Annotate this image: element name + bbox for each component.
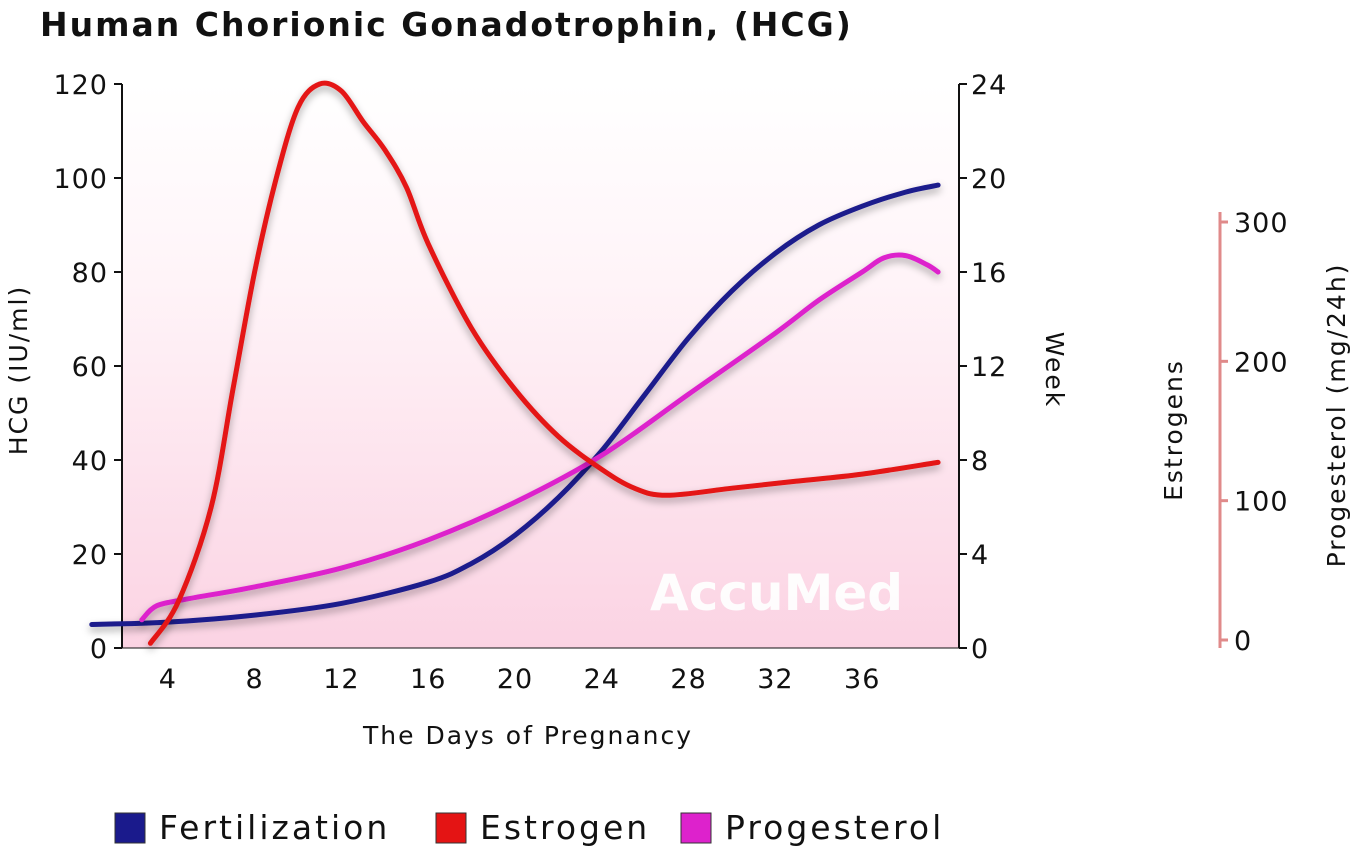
x-tick-label-8: 8 [246,664,264,695]
watermark-logo: AccuMed [650,564,903,622]
x-tick-label-16: 16 [410,664,446,695]
week-tick-label-12: 12 [971,352,1007,383]
legend-swatch-estrogen [435,812,467,844]
estrogen-tick-label-300: 300 [1234,208,1289,239]
y-axis-label: HCG (IU/ml) [4,285,33,455]
week-tick-label-20: 20 [971,164,1007,195]
x-tick-label-28: 28 [670,664,706,695]
estrogen-tick-label-0: 0 [1234,626,1252,657]
estrogen-tick-label-200: 200 [1234,347,1289,378]
y-tick-label-100: 100 [53,164,108,195]
series-line-progesterol [139,252,941,623]
legend-swatch-progesterol [680,812,712,844]
legend-label-progesterol: Progesterol [725,808,944,847]
y-tick-label-60: 60 [72,352,108,383]
week-tick-label-4: 4 [971,540,989,571]
tick-labels: 0 20 40 60 80 100 120 0 4 8 12 16 20 24 0 100 200 300 4 8 12… [53,70,1289,695]
x-tick-label-32: 32 [757,664,793,695]
estrogens-axis-label: Estrogens [1159,359,1188,501]
legend-label-estrogen: Estrogen [480,808,650,847]
series-line-estrogen [147,80,941,646]
series-lines [89,80,941,646]
y-tick-label-20: 20 [72,540,108,571]
x-tick-label-4: 4 [159,664,177,695]
chart-title: Human Chorionic Gonadotrophin, (HCG) [40,5,853,44]
week-tick-label-8: 8 [971,446,989,477]
x-tick-label-24: 24 [584,664,620,695]
x-tick-label-12: 12 [323,664,359,695]
y-tick-label-40: 40 [72,446,108,477]
x-tick-label-20: 20 [497,664,533,695]
week-tick-label-0: 0 [971,634,989,665]
x-axis-label: The Days of Pregnancy [362,721,693,750]
y-tick-label-0: 0 [90,634,108,665]
week-tick-label-24: 24 [971,70,1007,101]
estrogen-tick-label-100: 100 [1234,487,1289,518]
plot-background [122,84,959,648]
legend-swatch-fertilization [114,812,146,844]
legend-label-fertilization: Fertilization [159,808,390,847]
legend: Fertilization Estrogen Progesterol [114,808,944,847]
tick-marks [114,83,1228,649]
week-axis-label: Week [1040,332,1069,409]
x-tick-label-36: 36 [844,664,880,695]
progesterol-axis-label: Progesterol (mg/24h) [1322,263,1351,568]
y-tick-label-120: 120 [53,70,108,101]
week-tick-label-16: 16 [971,258,1007,289]
y-tick-label-80: 80 [72,258,108,289]
